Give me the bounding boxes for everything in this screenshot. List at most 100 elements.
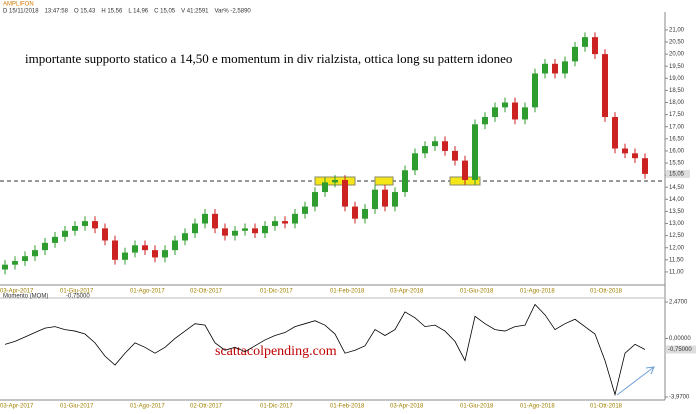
candle-body xyxy=(462,160,468,180)
last-price-label: 15,05 xyxy=(669,171,685,177)
candle-body xyxy=(292,213,298,224)
x-tick-label: 01-Dic-2017 xyxy=(260,289,293,295)
candle-body xyxy=(2,264,8,270)
x-tick-label: 01-Dic-2017 xyxy=(260,404,293,410)
candle-body xyxy=(232,230,238,236)
candle-body xyxy=(252,228,258,234)
quote-info: D 15/11/2018 13:47:58 O 15,43 H 15,56 L 14,9… xyxy=(3,9,251,15)
y-tick-label: 0,00000 xyxy=(669,336,691,342)
quote-item: Var% -2,5890 xyxy=(215,9,252,15)
panel-title: Momento (MOM) xyxy=(3,294,48,300)
x-tick-label: 01-Giu-2018 xyxy=(460,404,494,410)
candle-body xyxy=(122,252,128,260)
candle-body xyxy=(552,63,558,74)
candle-body xyxy=(182,233,188,241)
candle-body xyxy=(302,206,308,214)
candle-body xyxy=(262,225,268,234)
y-tick-label: 17,00 xyxy=(669,124,685,130)
candle-body xyxy=(572,46,578,62)
candle-body xyxy=(82,221,88,226)
candle-body xyxy=(52,236,58,243)
candle-body xyxy=(442,141,448,151)
candle-body xyxy=(542,63,548,74)
x-tick-label: 03-Apr-2018 xyxy=(390,404,424,410)
candle-body xyxy=(532,73,538,108)
quote-item: D 15/11/2018 xyxy=(3,9,39,15)
candle-body xyxy=(562,61,568,74)
x-tick-label: 03-Apr-2018 xyxy=(390,289,424,295)
x-tick-label: 01-Ago-2017 xyxy=(130,289,165,295)
candle-body xyxy=(132,245,138,253)
y-tick-label: 20,00 xyxy=(669,52,685,58)
momentum-line xyxy=(4,303,646,397)
y-tick-label: 21,00 xyxy=(669,27,685,33)
candle-body xyxy=(472,124,478,180)
candle-body xyxy=(22,256,28,262)
x-tick-label: 01-Feb-2018 xyxy=(330,404,365,410)
candle-body xyxy=(592,37,598,55)
candle-body xyxy=(602,54,608,118)
watermark: scattacolpending.com xyxy=(215,344,337,359)
y-tick-label: 15,50 xyxy=(669,161,685,167)
last-price-box xyxy=(666,169,690,178)
candle-body xyxy=(452,150,458,161)
x-tick-label: 01-Giu-2017 xyxy=(60,404,94,410)
candle-body xyxy=(522,107,528,120)
quote-item: L 14,96 xyxy=(128,9,148,15)
candle-body xyxy=(382,189,388,207)
x-tick-label: 01-Giu-2017 xyxy=(60,289,94,295)
y-tick-label: 2,4700 xyxy=(669,300,688,306)
candle-body xyxy=(632,153,638,159)
x-tick-label: 01-Ott-2018 xyxy=(590,289,623,295)
candle-body xyxy=(162,250,168,258)
candle-body xyxy=(642,158,648,174)
candle-body xyxy=(412,153,418,171)
candle-body xyxy=(482,117,488,125)
annotation: importante supporto statico a 14,50 e mo… xyxy=(25,51,512,66)
candle-body xyxy=(352,206,358,219)
candle-body xyxy=(62,230,68,237)
value-label: -0,75000 xyxy=(668,347,692,353)
candle-body xyxy=(582,37,588,47)
x-tick-label: 03-Apr-2017 xyxy=(0,289,34,295)
y-tick-label: 19,00 xyxy=(669,76,685,82)
x-tick-label: 01-Ago-2017 xyxy=(130,404,165,410)
x-tick-label: 01-Ago-2018 xyxy=(520,289,555,295)
highlight-box xyxy=(374,176,394,186)
candle-body xyxy=(402,170,408,193)
y-tick-label: 12,50 xyxy=(669,233,685,239)
y-tick-label: 18,50 xyxy=(669,88,685,94)
value-box xyxy=(666,345,696,354)
quote-item: C 15,05 xyxy=(154,9,176,15)
y-tick-label: 17,50 xyxy=(669,112,685,118)
y-tick-label: 16,00 xyxy=(669,148,685,154)
candle-body xyxy=(432,141,438,147)
y-tick-label: 20,50 xyxy=(669,40,685,46)
x-tick-label: 01-Ott-2018 xyxy=(590,404,623,410)
y-tick-label: 18,00 xyxy=(669,100,685,106)
candle-body xyxy=(32,250,38,257)
candle-body xyxy=(622,148,628,154)
candle-body xyxy=(142,245,148,251)
arrow-head xyxy=(645,366,655,375)
quote-item: 13:47:58 xyxy=(45,9,69,15)
candle-body xyxy=(42,242,48,251)
quote-item: V 41:2591 xyxy=(181,9,209,15)
candle-body xyxy=(332,179,338,183)
arrow xyxy=(616,366,655,396)
y-tick-label: 14,50 xyxy=(669,185,685,191)
candle-body xyxy=(422,146,428,154)
y-tick-label: 13,50 xyxy=(669,209,685,215)
x-tick-label: 01-Ago-2018 xyxy=(520,404,555,410)
y-tick-label: 11,00 xyxy=(669,270,684,276)
candle-body xyxy=(512,102,518,120)
panel-value: -0,75000 xyxy=(66,294,90,300)
candle-body xyxy=(192,223,198,234)
candle-body xyxy=(612,117,618,149)
candle-body xyxy=(242,228,248,231)
candle-body xyxy=(222,228,228,236)
candle-body xyxy=(322,182,328,193)
candle-body xyxy=(272,221,278,226)
